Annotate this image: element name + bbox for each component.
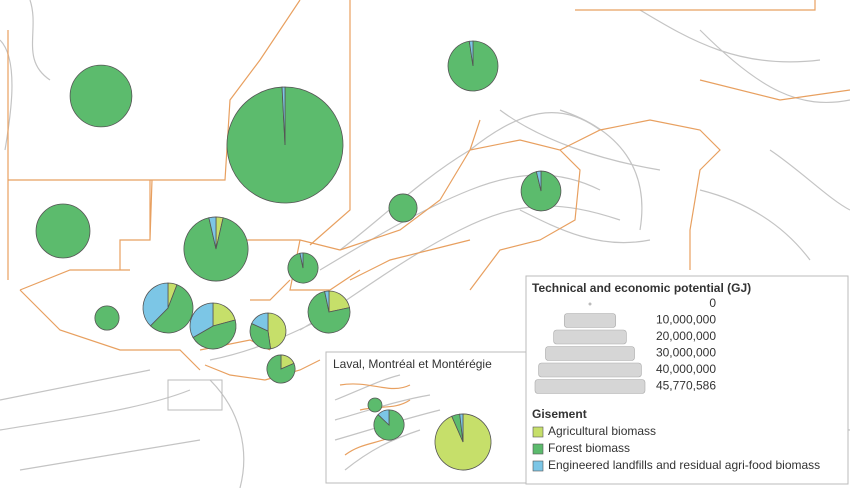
legend-label: Agricultural biomass [548, 424, 656, 438]
pie-slice [459, 413, 464, 443]
size-key [538, 362, 642, 378]
color-legend-title: Gisement [532, 407, 587, 421]
legend-swatch [532, 460, 544, 472]
legend-label: Forest biomass [548, 441, 630, 455]
size-legend-label: 10,000,000 [656, 313, 716, 327]
legend-swatch [532, 443, 544, 455]
pie-slice [266, 354, 296, 384]
size-key [545, 346, 635, 361]
inset-title: Laval, Montréal et Montérégie [333, 357, 492, 371]
size-legend-label: 30,000,000 [656, 346, 716, 360]
pie-slice [208, 216, 217, 250]
legend-swatch [532, 426, 544, 438]
pie-slice [535, 170, 542, 192]
pie-slice [183, 217, 249, 282]
pie-slice [142, 282, 169, 327]
pie-slice [388, 193, 418, 223]
pie-slice [324, 290, 330, 313]
pie-slice [192, 319, 237, 350]
pie-slice [189, 302, 214, 339]
size-key [588, 302, 592, 306]
size-legend-title: Technical and economic potential (GJ) [532, 281, 751, 295]
pie-slice [468, 40, 474, 67]
size-legend-label: 45,770,586 [656, 379, 716, 393]
pie-slice [251, 312, 269, 332]
pie-slice [35, 203, 91, 259]
legend-label: Engineered landfills and residual agri-f… [548, 458, 820, 472]
pie-slice [94, 305, 120, 331]
size-key [553, 329, 627, 345]
pie-slice [69, 64, 133, 128]
size-key [534, 379, 646, 394]
pie-slice [307, 290, 351, 334]
pie-slice [267, 312, 287, 350]
pie-slice [281, 86, 286, 146]
pie-slice [377, 409, 390, 426]
pie-slice [299, 252, 304, 269]
inset: Laval, Montréal et Montérégie [325, 351, 531, 484]
pie-slice [149, 284, 194, 334]
size-legend-label: 0 [709, 296, 716, 310]
size-key [563, 313, 617, 328]
size-legend-label: 40,000,000 [656, 362, 716, 376]
pie-slice [367, 397, 383, 413]
inset-frame [325, 351, 531, 484]
size-legend-label: 20,000,000 [656, 329, 716, 343]
